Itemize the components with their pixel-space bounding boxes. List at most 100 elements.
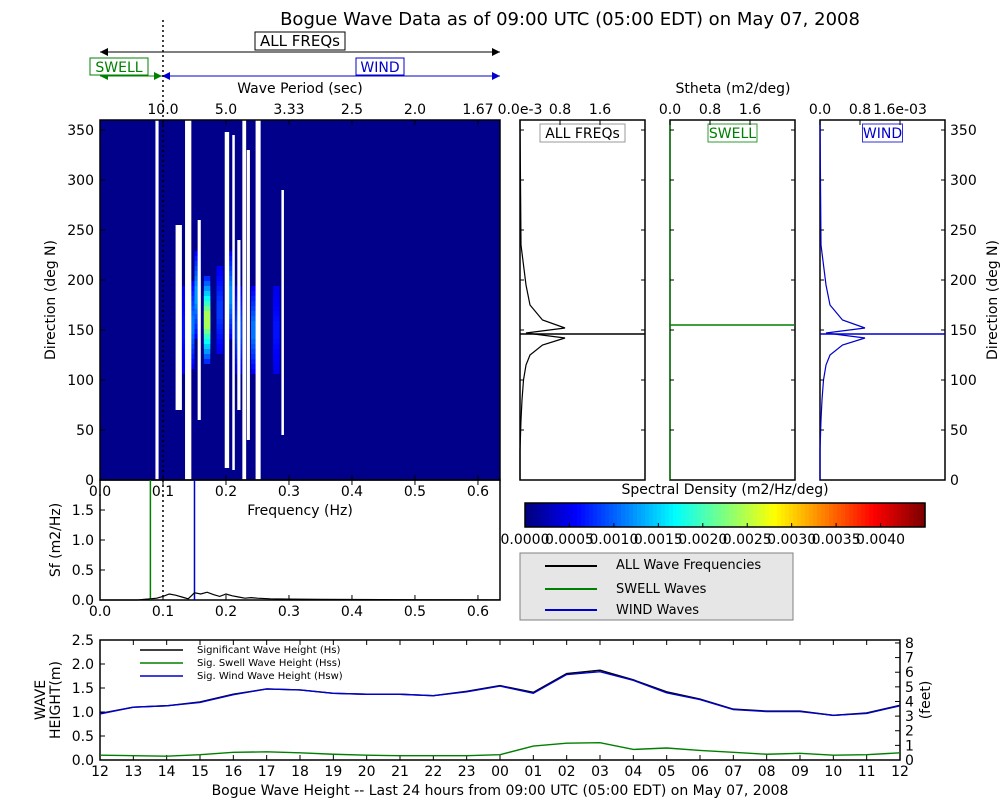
colorbar-tick-label: 0.0035 <box>812 532 861 548</box>
swell-right-arrowhead <box>154 72 162 80</box>
colorbar-segment <box>685 503 690 527</box>
colorbar-segment <box>529 503 534 527</box>
stheta-panel-frame <box>819 119 946 481</box>
sf-xtick-label: 0.5 <box>404 604 426 620</box>
colorbar-segment <box>585 503 590 527</box>
hs-xtick-label: 13 <box>124 764 142 780</box>
colorbar-segment <box>545 503 550 527</box>
heatmap-cell <box>216 301 223 319</box>
colorbar-segment <box>809 503 814 527</box>
colorbar-segment <box>793 503 798 527</box>
colorbar-segment <box>577 503 582 527</box>
heatmap-ytick-label: 50 <box>76 423 94 439</box>
colorbar-segment <box>841 503 846 527</box>
colorbar-segment <box>657 503 662 527</box>
colorbar-segment <box>613 503 618 527</box>
colorbar-segment <box>549 503 554 527</box>
band-indicators: ALL FREQs SWELL WIND <box>89 31 500 80</box>
colorbar-segment <box>553 503 558 527</box>
hs-xtick-label: 03 <box>591 764 609 780</box>
heatmap-cell <box>188 316 195 334</box>
stheta-panel-label: ALL FREQs <box>545 126 620 142</box>
colorbar-segment <box>797 503 802 527</box>
heatmap-missing-column <box>242 120 247 480</box>
colorbar-segment <box>525 503 530 527</box>
colorbar-segment <box>773 503 778 527</box>
colorbar-segment <box>893 503 898 527</box>
wind-label: WIND <box>360 60 399 76</box>
all-left-arrowhead <box>100 48 108 56</box>
legend-label-swell: SWELL Waves <box>616 582 707 597</box>
hs-ytick-label: 1.5 <box>72 681 94 697</box>
colorbar-segment <box>749 503 754 527</box>
all-right-arrowhead <box>492 48 500 56</box>
colorbar-segment <box>881 503 886 527</box>
hs-xtick-label: 08 <box>758 764 776 780</box>
colorbar-segment <box>693 503 698 527</box>
colorbar-segment <box>581 503 586 527</box>
colorbar-segment <box>777 503 782 527</box>
stheta-curve <box>519 119 566 480</box>
wind-label-box <box>355 57 405 76</box>
hs-xtick-label: 12 <box>91 764 109 780</box>
colorbar-tick-label: 0.0025 <box>723 532 772 548</box>
colorbar-segment <box>805 503 810 527</box>
legend-label-wind: WIND Waves <box>616 603 699 618</box>
colorbar-segment <box>701 503 706 527</box>
stheta-panel-label: WIND <box>863 126 902 142</box>
stheta-xtick-label: 0.8 <box>699 102 721 118</box>
stheta-xtick-label: 1.6e-03 <box>873 102 927 118</box>
figure-title: Bogue Wave Data as of 09:00 UTC (05:00 E… <box>280 9 860 30</box>
colorbar-segment <box>853 503 858 527</box>
hs-xtick-label: 01 <box>524 764 542 780</box>
colorbar-segment <box>753 503 758 527</box>
sf-ytick-label: 1.0 <box>72 533 94 549</box>
colorbar-segment <box>717 503 722 527</box>
wind-right-arrowhead <box>492 72 500 80</box>
colorbar-segment <box>741 503 746 527</box>
direction-spectrum-axes: 0.0 0.1 0.2 0.3 0.4 0.5 0.610.0 5.0 3.33 2.5 2.0 1.… <box>67 20 501 500</box>
colorbar-segment <box>709 503 714 527</box>
colorbar-segment <box>837 503 842 527</box>
hs-xtick-label: 21 <box>391 764 409 780</box>
hs-xtick-label: 00 <box>491 764 509 780</box>
wave-height-chart: 12 13 14 15 16 17 18 19 20 21 22 23 00 01 02 03 04 05 06 07… <box>72 633 914 780</box>
colorbar-segment <box>781 503 786 527</box>
colorbar-segment <box>789 503 794 527</box>
swell-label-box <box>89 57 149 76</box>
heatmap-ytick-label: 300 <box>67 173 94 189</box>
hs-legend-label: Sig. Swell Wave Height (Hss) <box>197 658 341 669</box>
hs-ytick-right-label: 0 <box>905 753 914 769</box>
heatmap-cell <box>203 311 211 329</box>
heatmap-missing-column <box>185 120 192 480</box>
colorbar-segment <box>721 503 726 527</box>
stheta-ytick-label: 150 <box>950 323 977 339</box>
colorbar-segment <box>885 503 890 527</box>
colorbar-segment <box>733 503 738 527</box>
wind-left-arrowhead <box>162 72 170 80</box>
legend: ALL Wave Frequencies SWELL Waves WIND Wa… <box>519 552 794 621</box>
colorbar-segment <box>905 503 910 527</box>
sf-xtick-label: 0.4 <box>341 604 363 620</box>
sf-ytick-label: 0.5 <box>72 563 94 579</box>
heatmap-ytick-label: 350 <box>67 123 94 139</box>
colorbar-segment <box>557 503 562 527</box>
hs-xtick-label: 22 <box>424 764 442 780</box>
stheta-xtick-label: 0.0 <box>659 102 681 118</box>
heatmap-ytick-label: 200 <box>67 273 94 289</box>
colorbar-segment <box>665 503 670 527</box>
colorbar-segment <box>669 503 674 527</box>
hs-xtick-label: 16 <box>224 764 242 780</box>
colorbar-tick-label: 0.0030 <box>767 532 816 548</box>
heatmap-missing-column <box>255 120 261 480</box>
colorbar-tick-label: 0.0010 <box>589 532 638 548</box>
colorbar-segment <box>541 503 546 527</box>
stheta-xtick-label: 0.8 <box>549 102 571 118</box>
stheta-xtick-label: 0.0 <box>809 102 831 118</box>
heatmap-xtick-label: 0.3 <box>278 484 300 500</box>
stheta-panel-1: SWELL 0.0 0.8 1.6 <box>659 102 796 481</box>
heatmap-missing-column <box>175 225 182 410</box>
legend-box <box>519 552 794 621</box>
colorbar-segment <box>601 503 606 527</box>
